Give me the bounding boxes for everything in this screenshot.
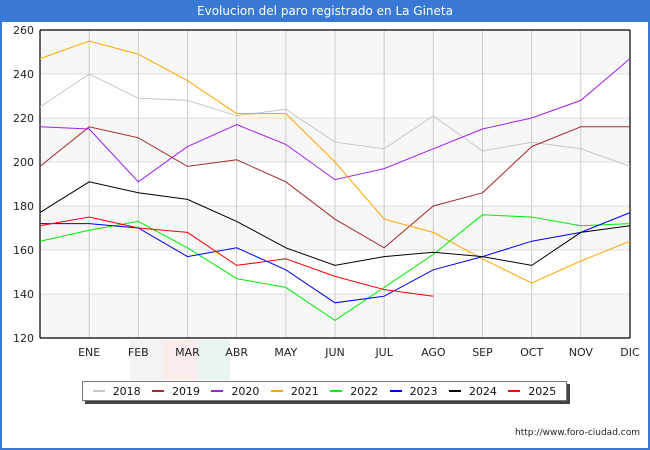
x-tick-label: ENE	[78, 346, 100, 359]
y-tick-label: 200	[13, 156, 34, 169]
legend-item-2025: 2025	[508, 385, 556, 398]
legend-swatch	[92, 390, 105, 392]
series-line-2025	[39, 216, 434, 297]
legend-item-2018: 2018	[92, 384, 141, 398]
series-line-2020	[39, 58, 631, 183]
x-tick-label: DIC	[620, 346, 640, 359]
gridlines	[40, 29, 631, 339]
series-line-2018	[39, 73, 631, 167]
y-tick-label: 180	[13, 200, 34, 213]
legend-label: 2024	[468, 384, 497, 398]
legend-label: 2023	[409, 384, 438, 398]
x-tick-label: ABR	[225, 346, 248, 359]
legend-item-2024: 2024	[448, 384, 497, 398]
legend-label: 2021	[290, 384, 319, 398]
legend-swatch	[508, 390, 521, 392]
legend-label: 2025	[528, 384, 557, 398]
y-axis-ticks: 120 140 160 180 200 220 240 260	[13, 24, 34, 345]
legend-item-2020: 2020	[211, 385, 259, 398]
x-tick-label: OCT	[520, 346, 543, 359]
legend-label: 2019	[172, 384, 201, 398]
y-tick-label: 120	[13, 332, 34, 345]
legend-label: 2020	[231, 384, 260, 398]
legend-label: 2018	[112, 384, 141, 398]
series-line-2022	[39, 214, 631, 322]
chart-title: Evolucion del paro registrado en La Gine…	[0, 0, 650, 22]
legend-swatch	[448, 390, 461, 392]
y-tick-label: 260	[13, 24, 34, 37]
legend-swatch	[270, 390, 283, 392]
y-tick-label: 220	[13, 112, 34, 125]
legend-swatch	[152, 390, 165, 392]
x-tick-label: MAY	[274, 346, 297, 359]
axes	[39, 29, 631, 339]
x-tick-label: FEB	[128, 346, 149, 359]
x-tick-label: MAR	[175, 346, 200, 359]
x-tick-label: SEP	[472, 346, 493, 359]
legend-item-2021: 2021	[270, 384, 319, 398]
y-tick-label: 160	[13, 244, 34, 257]
series-line-2019	[39, 126, 630, 249]
series-line-2021	[39, 40, 631, 284]
chart-legend: 2018 2019 2020 2021 2022 2023 2024 2025	[82, 381, 567, 401]
x-tick-label: JUL	[374, 346, 393, 359]
legend-swatch	[330, 390, 343, 392]
legend-swatch	[211, 390, 224, 392]
legend-label: 2022	[350, 384, 379, 398]
series-line-2024	[39, 181, 631, 266]
x-tick-label: AGO	[421, 346, 446, 359]
series-lines	[39, 40, 631, 322]
legend-swatch	[389, 390, 402, 392]
legend-item-2019: 2019	[152, 385, 200, 398]
y-tick-label: 240	[13, 68, 34, 81]
legend-item-2023: 2023	[389, 384, 438, 398]
x-tick-label: NOV	[569, 346, 594, 359]
source-url: http://www.foro-ciudad.com	[515, 428, 640, 438]
x-axis-ticks: ENE FEB MAR ABR MAY JUN JUL AGO SEP OCT NOV DIC	[78, 346, 640, 359]
y-tick-label: 140	[13, 288, 34, 301]
legend-item-2022: 2022	[330, 385, 378, 398]
x-tick-label: JUN	[324, 346, 345, 359]
